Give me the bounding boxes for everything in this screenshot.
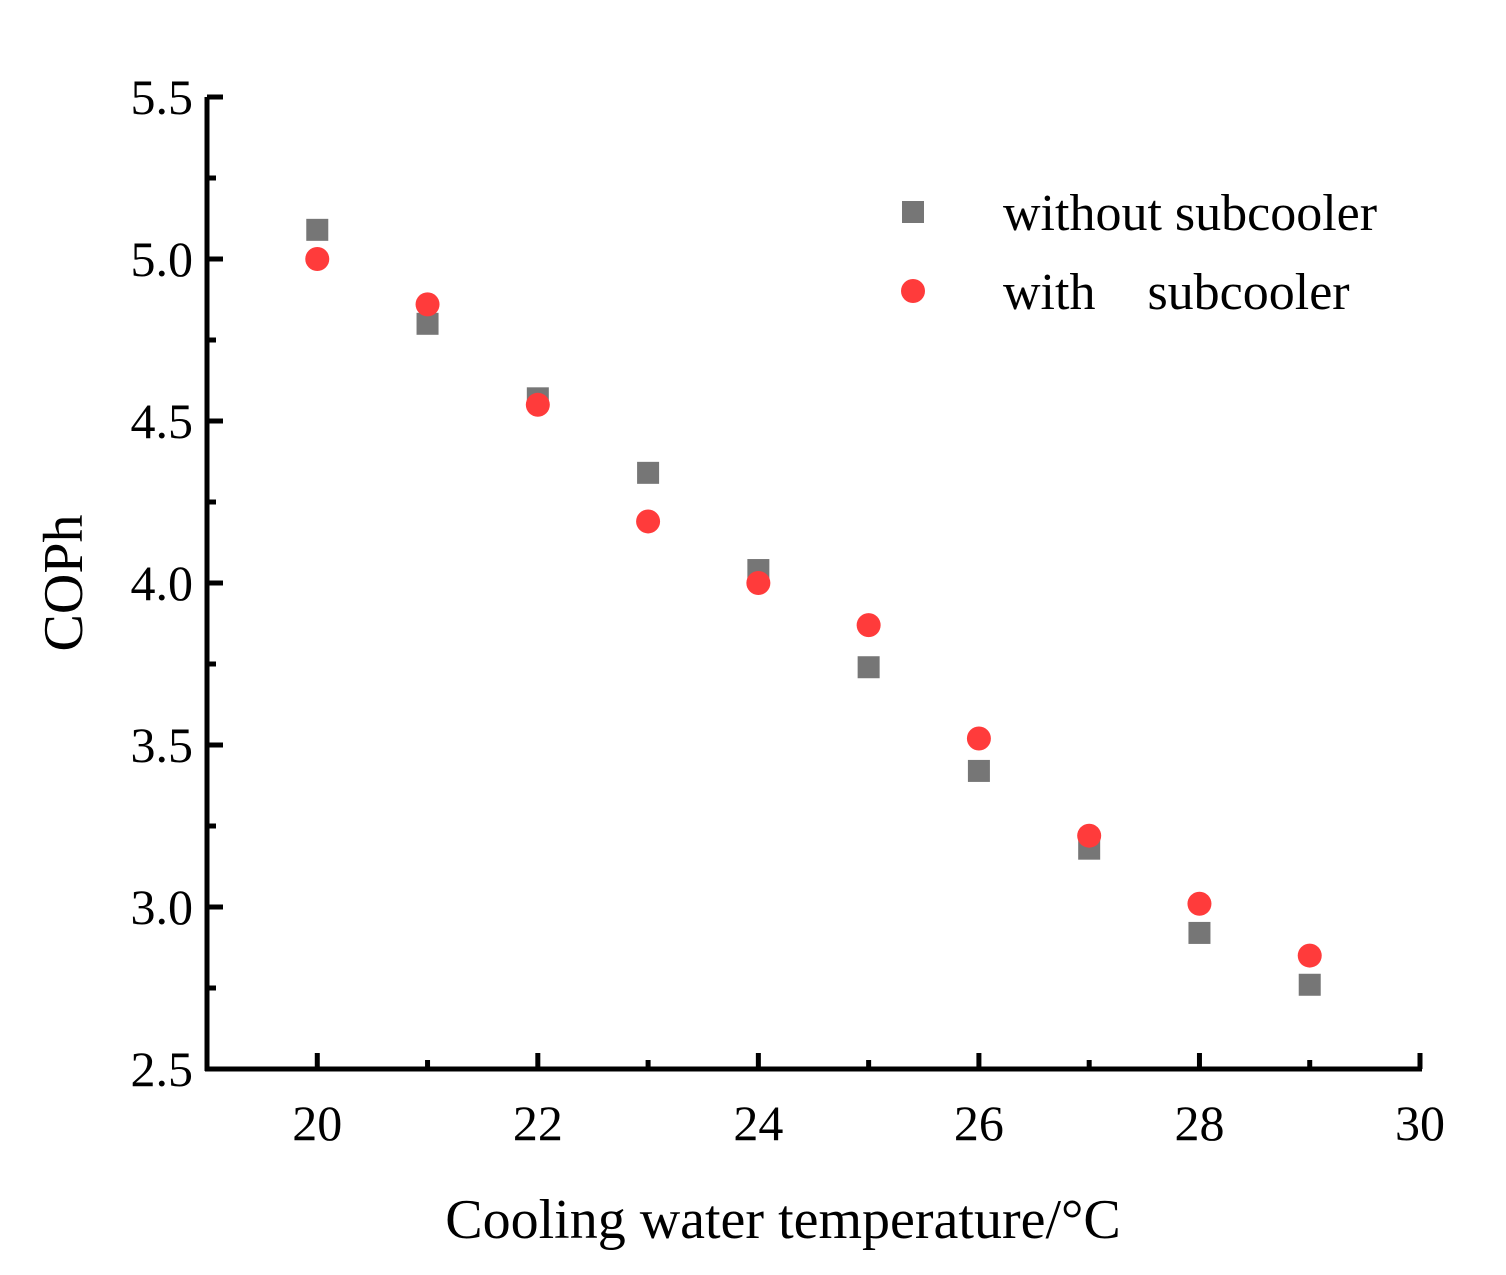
- x-tick-label: 26: [954, 1095, 1004, 1151]
- y-ticks: 2.5 3.0 3.5 4.0 4.5 5.0 5.5: [131, 69, 223, 1097]
- circle-point: [525, 392, 550, 417]
- circle-point: [966, 726, 991, 751]
- y-tick-label: 5.0: [131, 231, 194, 287]
- circle-point: [636, 509, 661, 534]
- square-point: [306, 218, 329, 241]
- legend: without subcooler with subcooler: [901, 185, 1377, 321]
- circle-point: [1187, 891, 1212, 916]
- axes: [204, 97, 1422, 1072]
- x-ticks: 20 22 24 26 28 30: [292, 1053, 1445, 1151]
- circle-point: [856, 613, 881, 638]
- x-tick-label: 20: [292, 1095, 342, 1151]
- legend-label: without subcooler: [1003, 185, 1377, 242]
- square-point: [637, 461, 660, 484]
- square-point: [967, 759, 990, 782]
- circle-point: [415, 292, 440, 317]
- data-points: [305, 218, 1322, 996]
- legend-label: with subcooler: [1003, 264, 1350, 321]
- y-tick-label: 4.0: [131, 555, 194, 611]
- x-tick-label: 28: [1174, 1095, 1224, 1151]
- y-tick-label: 4.5: [131, 393, 194, 449]
- y-axis-title: COPh: [33, 515, 95, 652]
- x-tick-label: 24: [733, 1095, 783, 1151]
- square-point: [1298, 973, 1321, 996]
- circle-point: [305, 247, 330, 271]
- circle-point: [746, 571, 771, 595]
- legend-square-marker: [902, 201, 924, 223]
- x-axis-title: Cooling water temperature/°C: [445, 1189, 1121, 1251]
- circle-point: [1077, 823, 1102, 848]
- y-tick-label: 5.5: [131, 69, 194, 125]
- square-point: [1188, 921, 1211, 944]
- square-point: [857, 656, 880, 679]
- square-point: [416, 312, 439, 335]
- y-tick-label: 2.5: [131, 1041, 194, 1097]
- x-tick-label: 22: [513, 1095, 563, 1151]
- legend-circle-marker: [901, 279, 925, 303]
- x-tick-label: 30: [1395, 1095, 1445, 1151]
- circle-point: [1297, 943, 1322, 968]
- y-tick-label: 3.0: [131, 879, 194, 935]
- y-tick-label: 3.5: [131, 717, 194, 773]
